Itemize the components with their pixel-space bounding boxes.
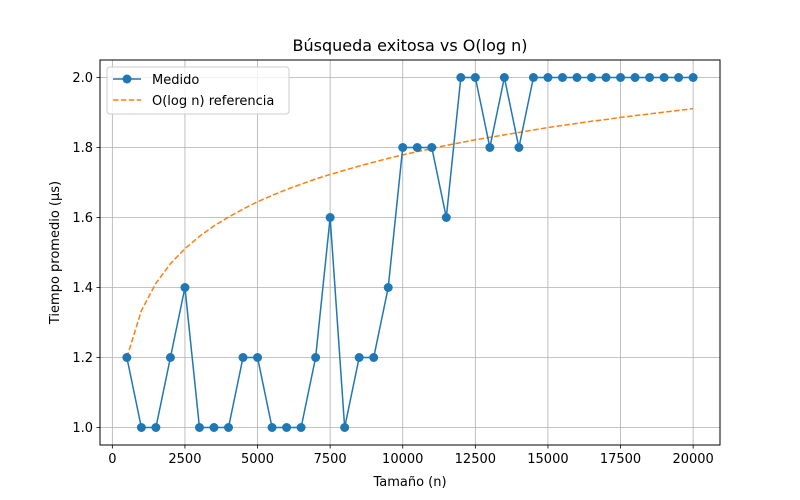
x-axis-label: Tamaño (n) [372,475,446,490]
x-tick-label: 10000 [382,452,423,467]
data-point-medido [645,73,655,82]
legend-label-medido: Medido [152,73,199,88]
data-point-medido [572,73,582,82]
data-point-medido [485,143,495,152]
y-tick-label: 1.6 [72,211,93,226]
plot-frame [99,59,721,446]
y-tick-label: 1.0 [72,421,93,436]
data-point-medido [253,353,263,362]
y-axis-ticks: 1.0 1.2 1.4 1.6 1.8 2.0 [72,71,100,436]
data-point-medido [630,73,640,82]
chart-title: Búsqueda exitosa vs O(log n) [293,36,528,55]
data-point-medido [499,73,509,82]
data-point-medido [340,423,350,432]
x-tick-label: 15000 [527,452,568,467]
data-point-medido [528,73,538,82]
data-point-medido [543,73,553,82]
data-point-medido [354,353,364,362]
data-point-medido [456,73,466,82]
legend: Medido O(log n) referencia [106,66,290,115]
data-point-medido [238,353,248,362]
data-point-medido [398,143,408,152]
data-point-medido [296,423,306,432]
x-tick-label: 20000 [672,452,713,467]
data-point-medido [122,353,132,362]
x-tick-label: 12500 [455,452,496,467]
data-point-medido [151,423,161,432]
data-point-medido [470,73,480,82]
x-tick-label: 5000 [241,452,274,467]
series-line-reference [126,107,694,358]
data-point-medido [311,353,321,362]
y-tick-label: 1.4 [72,281,93,296]
legend-frame [106,66,290,115]
data-point-medido [325,213,335,222]
legend-marker-medido [122,74,132,84]
data-point-medido [209,423,219,432]
data-point-medido [194,423,204,432]
x-tick-label: 2500 [168,452,201,467]
data-point-medido [282,423,292,432]
y-tick-label: 1.8 [72,141,93,156]
data-point-medido [514,143,524,152]
data-point-medido [688,73,698,82]
data-point-medido [427,143,437,152]
data-point-medido [616,73,626,82]
data-point-medido [557,73,567,82]
x-axis-ticks: 0 2500 5000 7500 10000 12500 15000 17500 20000 [108,445,714,467]
data-point-medido [383,283,393,292]
data-point-medido [180,283,190,292]
x-tick-label: 0 [108,452,116,467]
series-layer [122,73,698,432]
data-point-medido [136,423,146,432]
data-point-medido [224,423,234,432]
data-point-medido [369,353,379,362]
data-point-medido [267,423,277,432]
y-tick-label: 1.2 [72,351,93,366]
series-line-medido [126,76,694,429]
data-point-medido [165,353,175,362]
x-tick-label: 17500 [600,452,641,467]
grid [100,60,720,445]
y-tick-label: 2.0 [72,71,93,86]
data-point-medido [586,73,596,82]
data-point-medido [601,73,611,82]
x-tick-label: 7500 [314,452,347,467]
data-point-medido [659,73,669,82]
legend-label-reference: O(log n) referencia [152,94,274,109]
data-point-medido [412,143,422,152]
data-point-medido [441,213,451,222]
data-point-medido [674,73,684,82]
y-axis-label: Tiempo promedio (µs) [48,181,63,325]
